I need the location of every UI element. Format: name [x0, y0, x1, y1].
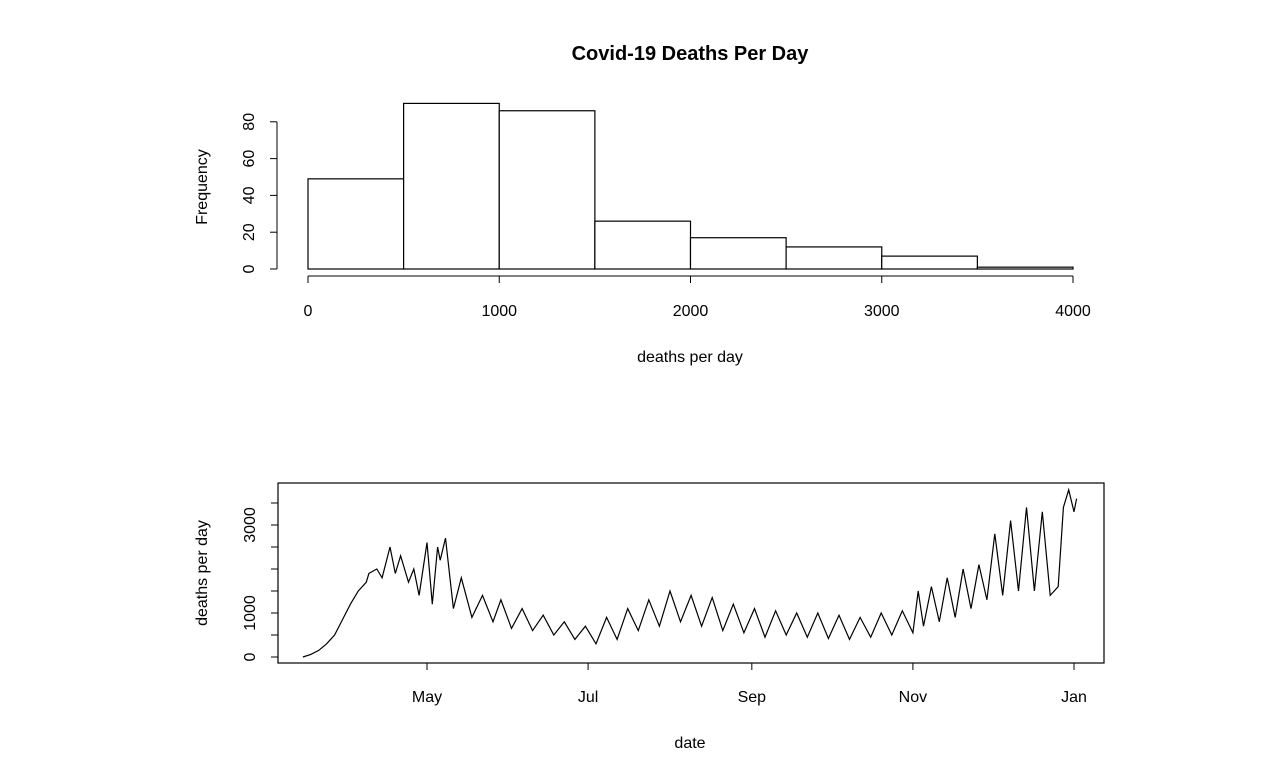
line-y-tick-label: 1000 — [242, 595, 259, 631]
histogram-y-tick-label: 80 — [241, 113, 258, 131]
histogram-y-label: Frequency — [194, 149, 211, 225]
histogram-x-tick-label: 3000 — [864, 303, 900, 320]
histogram-x-label: deaths per day — [637, 349, 743, 366]
histogram-x-tick-label: 1000 — [481, 303, 517, 320]
histogram-bar — [976, 266, 1074, 270]
histogram-y-tick-label: 20 — [241, 223, 258, 241]
line-x-tick-label: Sep — [738, 689, 767, 706]
line-x-tick-label: Nov — [899, 689, 927, 706]
histogram-bar — [785, 246, 883, 270]
histogram-bar — [307, 178, 405, 270]
line-x-label: date — [674, 735, 705, 752]
histogram-bar — [498, 110, 596, 270]
histogram-panel: Covid-19 Deaths Per Day 0 1000 2000 3000 400… — [194, 43, 1091, 366]
histogram-bar — [689, 237, 787, 270]
histogram-bars — [307, 102, 1074, 270]
line-y-tick-label: 0 — [242, 652, 259, 661]
line-x-tick-label: Jan — [1061, 689, 1087, 706]
histogram-y-axis: 0 20 40 60 80 — [241, 113, 278, 273]
histogram-x-tick-label: 0 — [304, 303, 313, 320]
histogram-y-tick-label: 60 — [241, 150, 258, 168]
line-x-tick-label: May — [412, 689, 442, 706]
histogram-bar — [594, 220, 692, 270]
histogram-title: Covid-19 Deaths Per Day — [572, 43, 810, 65]
histogram-y-tick-label: 0 — [241, 264, 258, 273]
line-panel: May Jul Sep Nov Jan 0 1000 3000 date deaths pe… — [194, 482, 1105, 752]
line-plot-frame — [277, 482, 1105, 664]
histogram-y-tick-label: 40 — [241, 186, 258, 204]
histogram-bar — [881, 255, 978, 270]
histogram-x-tick-label: 4000 — [1055, 303, 1091, 320]
line-y-tick-label: 3000 — [242, 507, 259, 543]
line-y-label: deaths per day — [194, 520, 211, 626]
histogram-x-tick-label: 2000 — [673, 303, 709, 320]
deaths-series-line — [302, 487, 1078, 658]
histogram-bar — [403, 102, 500, 270]
line-y-axis: 0 1000 3000 — [242, 502, 278, 661]
line-x-axis: May Jul Sep Nov Jan — [412, 663, 1087, 706]
histogram-x-axis: 0 1000 2000 3000 4000 — [304, 275, 1091, 320]
line-x-tick-label: Jul — [578, 689, 598, 706]
